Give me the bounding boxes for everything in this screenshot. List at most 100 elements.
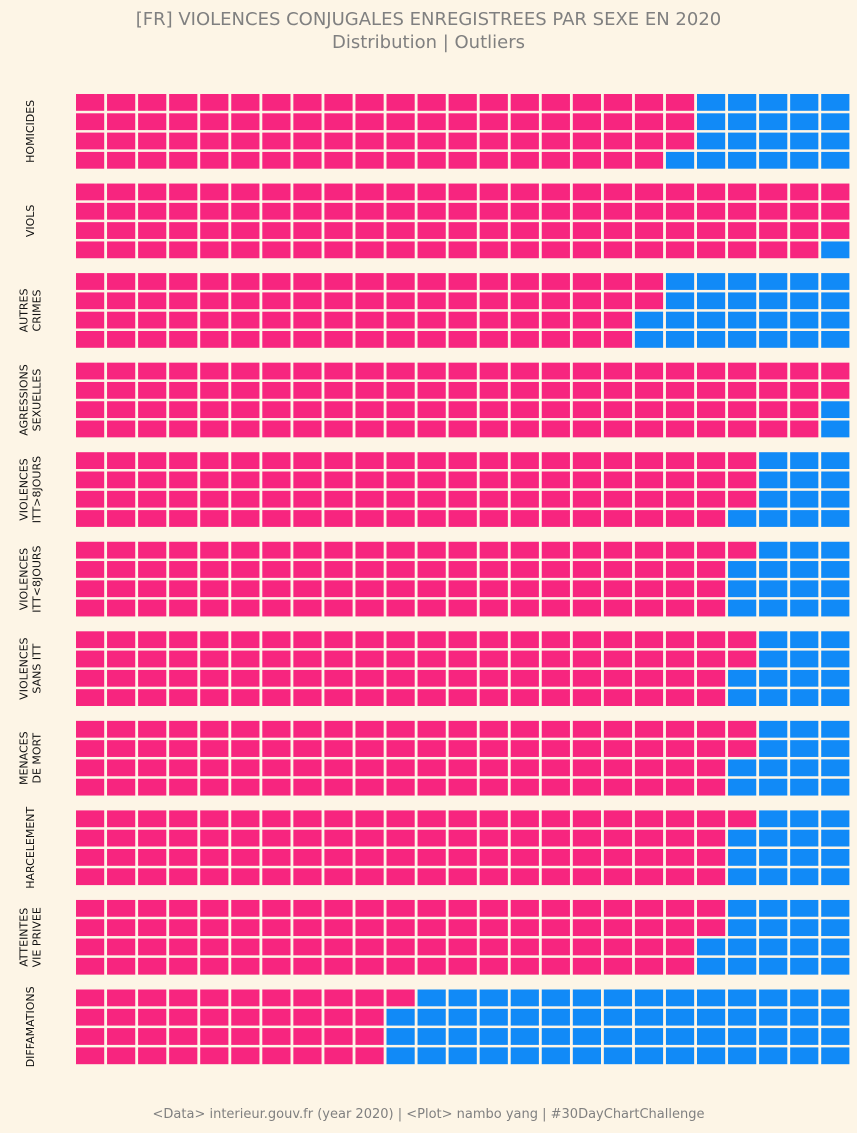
- waffle-cell-female: [386, 183, 415, 201]
- waffle-cell-female: [200, 94, 229, 111]
- waffle-cell-female: [138, 849, 167, 866]
- waffle-cell-female: [603, 420, 633, 438]
- waffle-cell-male: [759, 311, 788, 329]
- waffle-cell-female: [448, 401, 477, 419]
- waffle-cell-female: [293, 311, 322, 329]
- waffle-cell-female: [479, 510, 508, 527]
- waffle-cell-female: [293, 899, 322, 917]
- waffle-cell-female: [634, 541, 664, 559]
- waffle-cell-female: [169, 599, 198, 617]
- waffle-cell-female: [293, 241, 322, 259]
- waffle-cell-male: [728, 580, 757, 598]
- waffle-cell-female: [107, 689, 136, 706]
- waffle-cell-male: [665, 151, 695, 169]
- waffle-cell-female: [634, 631, 664, 649]
- waffle-cell-female: [417, 362, 446, 380]
- waffle-cell-female: [479, 740, 508, 757]
- waffle-cell-female: [76, 849, 105, 866]
- waffle-cell-male: [821, 599, 850, 617]
- waffle-cell-female: [138, 452, 167, 469]
- waffle-cell-female: [417, 490, 446, 508]
- waffle-cell-female: [324, 631, 353, 649]
- waffle-cell-female: [572, 938, 601, 956]
- waffle-cell-female: [76, 868, 105, 886]
- waffle-cell-female: [231, 132, 260, 150]
- waffle-cell-female: [697, 362, 726, 380]
- waffle-cell-male: [759, 1047, 788, 1065]
- waffle-cell-female: [107, 510, 136, 527]
- waffle-cell-female: [386, 241, 415, 259]
- waffle-cell-female: [386, 331, 415, 348]
- waffle-cell-female: [386, 650, 415, 668]
- waffle-cell-female: [355, 599, 384, 617]
- waffle-cell-female: [324, 183, 353, 201]
- waffle-cell-male: [790, 689, 819, 706]
- waffle-cell-female: [231, 202, 260, 220]
- waffle-cell-female: [572, 311, 601, 329]
- waffle-cell-female: [697, 381, 726, 399]
- waffle-cell-female: [107, 650, 136, 668]
- waffle-cell-female: [231, 113, 260, 131]
- waffle-cell-female: [603, 740, 633, 757]
- waffle-cell-female: [200, 829, 229, 847]
- waffle-cell-female: [76, 510, 105, 527]
- waffle-cell-female: [324, 720, 353, 738]
- waffle-cell-female: [572, 829, 601, 847]
- waffle-cell-female: [355, 94, 384, 111]
- waffle-cell-female: [231, 541, 260, 559]
- waffle-cell-female: [200, 561, 229, 578]
- waffle-cell-female: [76, 151, 105, 169]
- waffle-cell-female: [324, 222, 353, 239]
- waffle-cell-female: [138, 241, 167, 259]
- waffle-cell-male: [759, 919, 788, 937]
- waffle-cell-female: [386, 899, 415, 917]
- waffle-cell-female: [293, 490, 322, 508]
- waffle-cell-female: [417, 401, 446, 419]
- waffle-cell-female: [541, 401, 570, 419]
- waffle-cell-female: [665, 868, 695, 886]
- waffle-cell-female: [200, 899, 229, 917]
- waffle-cell-female: [76, 759, 105, 777]
- waffle-cell-female: [262, 452, 291, 469]
- waffle-cell-female: [231, 241, 260, 259]
- waffle-cell-female: [169, 580, 198, 598]
- category-label: ATTEINTESVIE PRIVEE: [18, 907, 44, 967]
- waffle-cell-female: [448, 381, 477, 399]
- waffle-cell-female: [479, 183, 508, 201]
- waffle-block: [76, 273, 850, 348]
- waffle-cell-female: [479, 541, 508, 559]
- waffle-cell-female: [417, 292, 446, 310]
- category-label: VIOLENCESITT>8JOURS: [18, 456, 44, 523]
- waffle-cell-female: [138, 1008, 167, 1026]
- waffle-cell-male: [821, 273, 850, 290]
- waffle-cell-female: [510, 113, 539, 131]
- waffle-cell-female: [448, 132, 477, 150]
- waffle-cell-male: [790, 580, 819, 598]
- waffle-cell-female: [386, 778, 415, 796]
- waffle-cell-female: [479, 490, 508, 508]
- waffle-cell-female: [603, 899, 633, 917]
- waffle-cell-female: [76, 381, 105, 399]
- waffle-cell-male: [634, 1008, 664, 1026]
- waffle-cell-female: [107, 561, 136, 578]
- waffle-cell-female: [107, 151, 136, 169]
- waffle-cell-female: [541, 331, 570, 348]
- waffle-cell-male: [790, 810, 819, 828]
- waffle-cell-female: [76, 720, 105, 738]
- waffle-cell-female: [665, 599, 695, 617]
- waffle-cell-female: [634, 362, 664, 380]
- waffle-cell-female: [262, 1047, 291, 1065]
- waffle-cell-female: [200, 1008, 229, 1026]
- waffle-cell-male: [759, 631, 788, 649]
- waffle-cell-male: [665, 273, 695, 290]
- waffle-cell-male: [790, 720, 819, 738]
- waffle-cell-female: [417, 381, 446, 399]
- waffle-cell-female: [138, 362, 167, 380]
- waffle-cell-female: [200, 273, 229, 290]
- waffle-cell-male: [821, 989, 850, 1007]
- waffle-cell-female: [169, 689, 198, 706]
- waffle-cell-female: [386, 759, 415, 777]
- waffle-cell-female: [634, 273, 664, 290]
- waffle-cell-male: [759, 650, 788, 668]
- waffle-cell-male: [728, 151, 757, 169]
